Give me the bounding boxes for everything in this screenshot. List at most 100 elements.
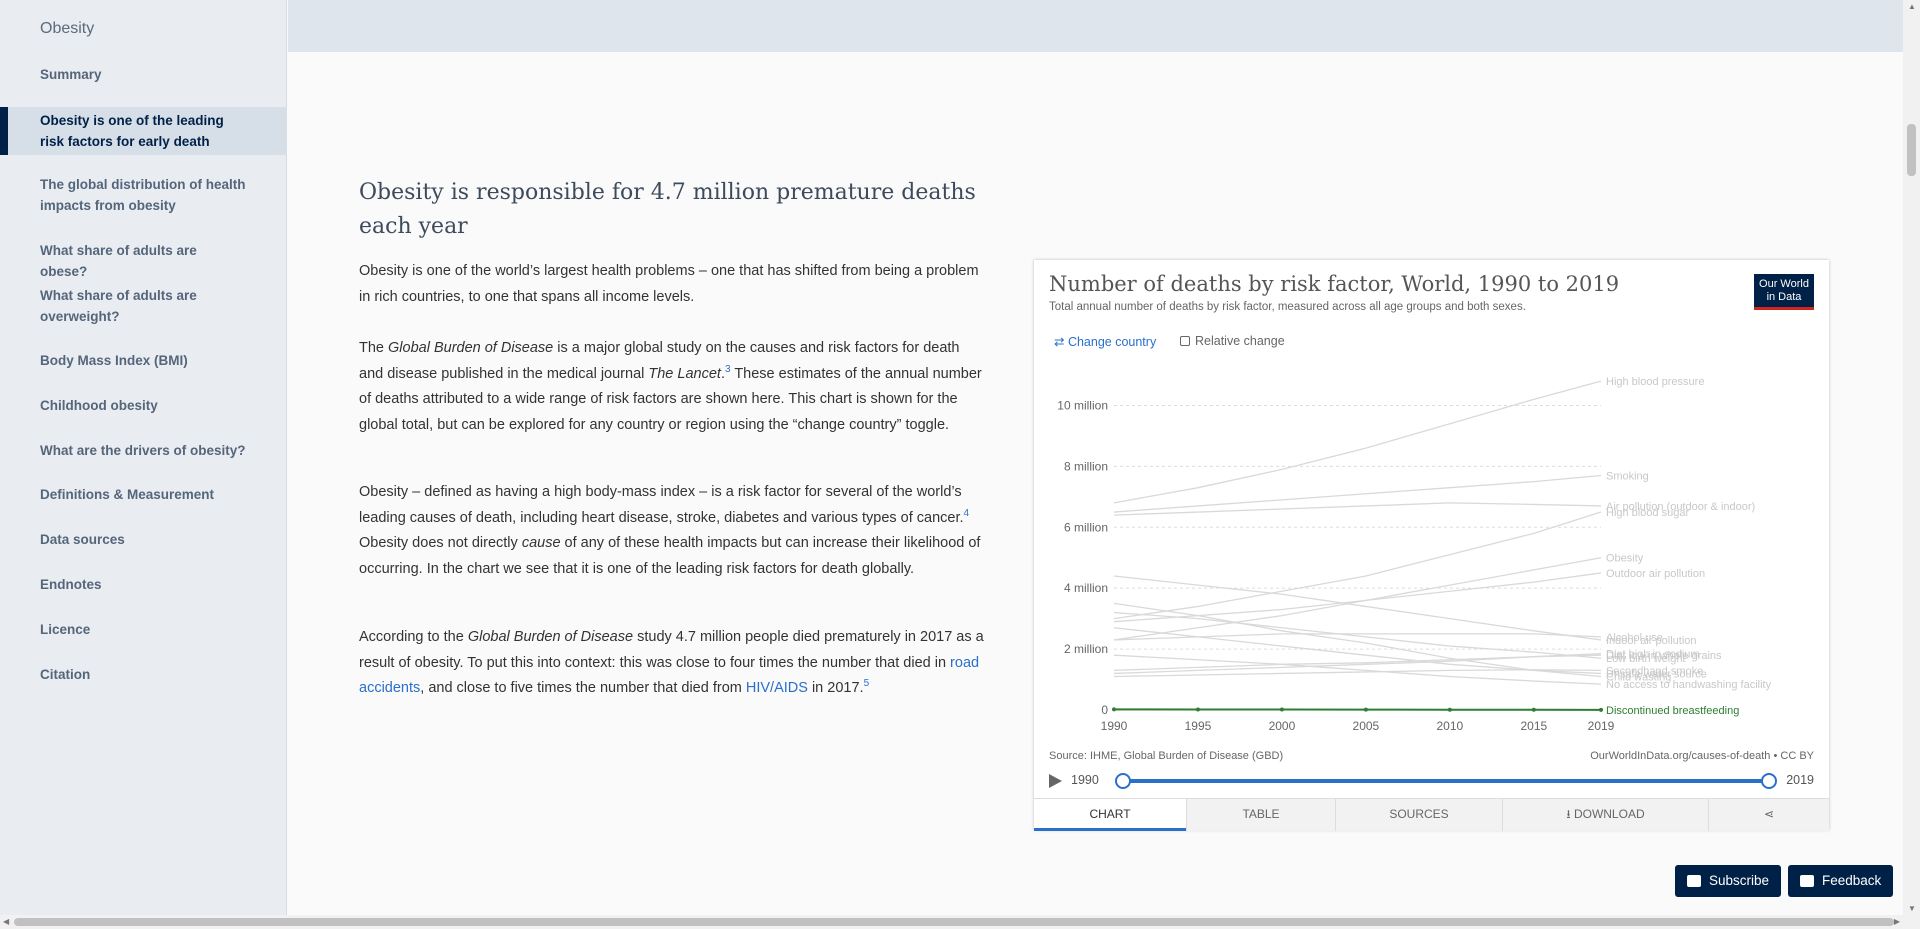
timeline-start-handle[interactable] [1115,773,1131,789]
series-label: Secondhand smoke [1606,665,1703,677]
hiv-aids-link[interactable]: HIV/AIDS [745,680,808,696]
tab-table[interactable]: TABLE [1186,799,1335,831]
p2-text-f: These estimates of the annual number of … [359,365,982,433]
series-label: No access to handwashing facility [1606,679,1772,691]
sidebar-title[interactable]: Obesity [40,20,95,37]
scroll-right-icon[interactable]: ▶ [1893,917,1900,926]
x-tick-label: 1990 [1101,719,1128,733]
x-tick-label: 1995 [1185,719,1212,733]
series-label: Outdoor air pollution [1606,568,1705,580]
p4-text-d: , and close to five times the number tha… [420,680,746,696]
tab-download[interactable]: ⭳ DOWNLOAD [1502,799,1708,831]
relative-change-toggle[interactable]: Relative change [1180,334,1285,348]
sidebar-item-share-obese[interactable]: What share of adults are obese? [40,243,197,279]
series-line [1113,654,1602,672]
paragraph-4: According to the Global Burden of Diseas… [359,625,984,702]
vertical-scroll-thumb[interactable] [1907,124,1916,176]
checkbox-icon[interactable] [1180,336,1190,346]
paragraph-3: Obesity – defined as having a high body-… [359,480,984,582]
play-icon[interactable] [1049,774,1062,788]
p4-gbd: Global Burden of Disease [467,629,634,645]
series-label: Diet low in whole grains [1606,650,1722,662]
series-label: Discontinued breastfeeding [1606,705,1739,717]
series-line [1113,557,1602,641]
sidebar-item-bmi[interactable]: Body Mass Index (BMI) [40,353,188,368]
series-label: Indoor air pollution [1606,635,1697,647]
paragraph-2: The Global Burden of Disease is a major … [359,336,984,438]
series-label: Unsafe water source [1606,668,1707,680]
chart-title: Number of deaths by risk factor, World, … [1049,272,1620,296]
x-tick-label: 2000 [1269,719,1296,733]
p2-text-c: is a major global study on the causes an… [359,340,960,382]
y-tick-label: 10 million [1057,398,1108,412]
envelope-icon [1687,875,1701,887]
chart-card: Number of deaths by risk factor, World, … [1034,260,1829,831]
series-line [1113,474,1602,513]
sidebar-item-citation[interactable]: Citation [40,667,91,682]
data-point [1195,707,1200,712]
sidebar-item-childhood-obesity[interactable]: Childhood obesity [40,398,158,413]
series-label: Child wasting [1606,672,1671,684]
sidebar-item-global-distribution[interactable]: The global distribution of health impact… [40,177,246,213]
data-point [1112,707,1116,712]
sidebar-item-definitions[interactable]: Definitions & Measurement [40,487,215,502]
series-label: Air pollution (outdoor & indoor) [1606,501,1755,513]
tab-chart[interactable]: CHART [1034,799,1186,831]
sidebar-item-endnotes[interactable]: Endnotes [40,577,102,592]
vertical-scrollbar[interactable]: ▲ ▼ [1903,0,1920,915]
owid-logo[interactable]: Our World in Data [1754,274,1814,310]
share-icon: ⋖ [1763,807,1775,821]
p4-text-c: study 4.7 million people died prematurel… [359,629,984,671]
series-line [1113,611,1602,659]
sidebar-item-share-overweight[interactable]: What share of adults are overweight? [40,288,197,324]
timeline-end-year: 2019 [1786,773,1814,787]
series-line [1113,511,1602,620]
p2-gbd: Global Burden of Disease [388,340,554,356]
y-tick-label: 6 million [1064,520,1108,534]
footnote-3[interactable]: 3 [724,363,731,375]
owid-logo-line1: Our World [1759,278,1809,290]
p2-lancet: The Lancet [648,365,721,382]
footnote-5[interactable]: 5 [863,678,870,689]
sidebar-item-summary[interactable]: Summary [40,67,102,82]
series-label: Alcohol use [1606,632,1663,644]
y-tick-label: 8 million [1064,459,1108,473]
y-tick-label: 4 million [1064,581,1108,595]
scroll-left-icon[interactable]: ◀ [3,917,10,926]
timeline-end-handle[interactable] [1761,773,1777,789]
download-icon: ⭳ [1566,807,1574,821]
line-chart: 0 2 million 4 million 6 million 8 million 10 … [1057,376,1772,733]
series-line [1113,575,1602,641]
top-band [288,0,1903,52]
tab-sources[interactable]: SOURCES [1335,799,1502,831]
feedback-button[interactable]: Feedback [1788,865,1894,897]
sidebar-item-data-sources[interactable]: Data sources [40,532,125,547]
subscribe-button[interactable]: Subscribe [1675,865,1782,897]
p2-text-a: The [359,340,389,356]
owid-logo-line2: in Data [1766,291,1802,303]
series-label: High blood pressure [1606,376,1704,388]
tab-share[interactable]: ⋖ [1708,799,1829,831]
sidebar-item-licence[interactable]: Licence [40,622,91,637]
data-point [1363,707,1368,712]
series-label: Smoking [1606,471,1649,483]
series-line [1113,380,1602,504]
horizontal-scrollbar[interactable]: ◀ ▶ [0,915,1920,929]
series-label: Obesity [1606,553,1644,565]
y-tick-label: 2 million [1064,642,1108,656]
paragraph-1: Obesity is one of the world’s largest he… [359,263,979,305]
footnote-4[interactable]: 4 [963,507,970,519]
p3-text-d: of any of these health impacts but can i… [359,535,981,577]
sidebar-item-leading-risk-factors[interactable]: Obesity is one of the leading risk facto… [0,107,287,155]
chart-url[interactable]: OurWorldInData.org/causes-of-death • CC … [1590,750,1814,762]
timeline-track[interactable] [1123,779,1769,783]
data-point [1531,707,1536,712]
y-tick-label: 0 [1101,703,1108,717]
scroll-down-icon[interactable]: ▼ [1908,904,1916,913]
timeline: 1990 2019 [1049,771,1814,791]
scroll-up-icon[interactable]: ▲ [1908,2,1916,11]
sidebar-item-drivers[interactable]: What are the drivers of obesity? [40,443,246,458]
road-accidents-link[interactable]: road accidents [359,654,980,697]
change-country-button[interactable]: ⇄ Change country [1054,335,1157,349]
horizontal-scroll-thumb[interactable] [14,918,1894,926]
